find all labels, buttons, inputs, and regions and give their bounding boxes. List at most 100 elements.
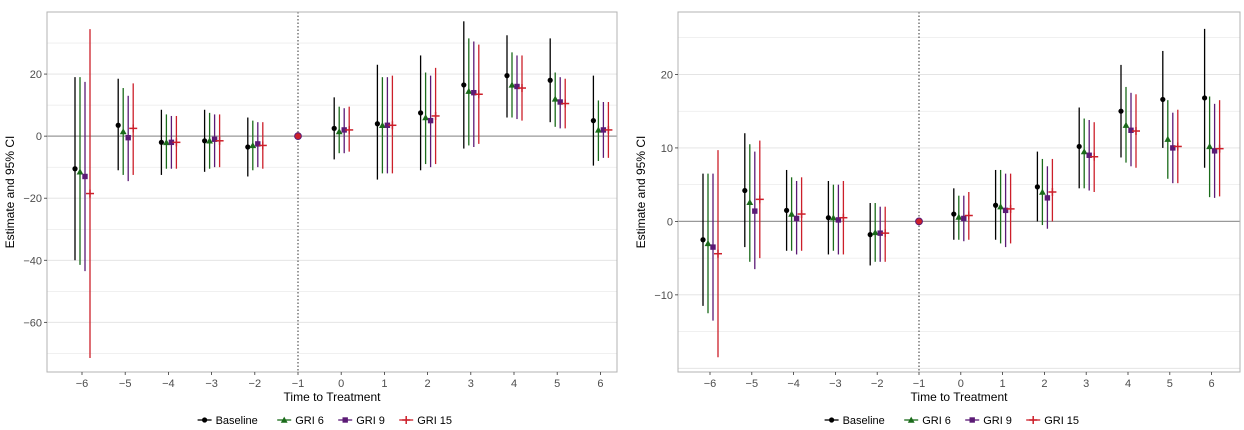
x-tick-label: 0 [338, 378, 344, 390]
data-point [422, 114, 429, 121]
data-point [465, 87, 473, 94]
data-point [1076, 143, 1082, 150]
data-point [76, 168, 84, 175]
x-tick-label: 6 [597, 378, 603, 390]
data-point [427, 117, 434, 124]
data-point [700, 237, 706, 243]
data-point [119, 128, 127, 135]
y-tick-label: −40 [23, 255, 42, 267]
data-point [1039, 188, 1046, 195]
x-tick-label: −5 [119, 378, 132, 390]
y-tick-label: −20 [23, 193, 42, 205]
data-point [551, 95, 559, 102]
data-point [125, 134, 131, 141]
series-gri-15 [714, 94, 1224, 358]
legend-label: GRI 15 [417, 415, 452, 427]
data-point [504, 73, 510, 79]
y-tick-label: 0 [36, 131, 42, 143]
data-point [590, 118, 597, 124]
reference-period-point [294, 132, 302, 141]
x-tick-label: −6 [704, 378, 717, 390]
x-tick-label: 3 [468, 378, 474, 390]
legend-label: GRI 9 [983, 415, 1012, 427]
data-point [245, 144, 251, 150]
data-point [1122, 121, 1130, 128]
x-tick-label: 4 [511, 378, 517, 390]
data-point [72, 166, 78, 172]
chart-panel-1: 20 0 −20 −40 −60 −6 −5 −4 −3 −2 −1 0 1 2 3 4 5 6 Time to T… [3, 11, 618, 427]
data-point [384, 122, 391, 128]
data-point [1211, 148, 1218, 154]
y-tick-label: 10 [661, 143, 673, 155]
x-tick-label: 6 [1209, 378, 1215, 390]
x-tick-label: −4 [787, 378, 800, 390]
legend-key-marker [280, 416, 288, 423]
legend-key-marker [969, 417, 975, 423]
data-point [961, 215, 967, 222]
data-point [379, 121, 386, 128]
data-point [471, 89, 477, 96]
data-point [867, 232, 873, 238]
data-point [514, 83, 520, 90]
series-baseline [72, 21, 597, 261]
data-point [742, 187, 748, 194]
y-tick-label: 20 [661, 69, 673, 81]
data-point [871, 229, 879, 236]
x-tick-label: 2 [1041, 378, 1047, 390]
data-point [825, 215, 832, 221]
y-tick-label: 20 [30, 69, 42, 81]
data-point [784, 207, 790, 213]
x-axis-title: Time to Treatment [284, 390, 382, 404]
x-tick-label: 4 [1125, 378, 1131, 390]
data-point [752, 208, 758, 214]
x-tick-label: −3 [829, 378, 842, 390]
panel-border [46, 11, 618, 373]
series-gri-6 [76, 38, 602, 265]
legend-key-marker [829, 417, 835, 423]
data-point [249, 142, 257, 149]
data-point [374, 121, 380, 127]
legend-key-marker [342, 417, 348, 423]
data-point [206, 137, 213, 144]
data-point [993, 202, 999, 208]
data-point [1080, 148, 1088, 155]
x-tick-label: 2 [425, 378, 431, 390]
data-point [1160, 96, 1166, 103]
series-gri-9 [82, 41, 607, 272]
data-point [830, 214, 837, 221]
data-point [557, 99, 563, 105]
legend-label: GRI 6 [922, 415, 951, 427]
series-gri-15 [86, 29, 613, 359]
data-point [600, 127, 607, 133]
data-point [547, 77, 553, 83]
x-tick-label: −2 [249, 378, 262, 390]
y-tick-label: 0 [667, 216, 673, 228]
x-tick-label: 5 [554, 378, 560, 390]
data-point [788, 210, 795, 217]
data-point [1128, 127, 1134, 133]
x-tick-label: −1 [913, 378, 926, 390]
data-point [255, 141, 261, 147]
data-point [997, 203, 1004, 210]
x-tick-label: 0 [958, 378, 964, 390]
y-tick-label: −60 [23, 317, 42, 329]
data-point [418, 110, 424, 116]
y-axis-title: Estimate and 95% CI [3, 136, 17, 249]
legend-label: GRI 9 [356, 415, 385, 427]
x-tick-label: −6 [76, 378, 89, 390]
legend-key-marker [202, 417, 208, 423]
reference-period-point [915, 217, 923, 226]
x-axis-title: Time to Treatment [911, 390, 1009, 404]
legend-key-marker [907, 416, 915, 423]
data-point [951, 211, 957, 217]
data-point [710, 244, 716, 250]
x-tick-label: −3 [205, 378, 218, 390]
series-gri-9 [710, 92, 1218, 321]
data-point [793, 215, 800, 222]
data-point [158, 139, 164, 145]
data-point [877, 230, 883, 236]
data-point [202, 138, 208, 144]
data-point [746, 198, 754, 206]
